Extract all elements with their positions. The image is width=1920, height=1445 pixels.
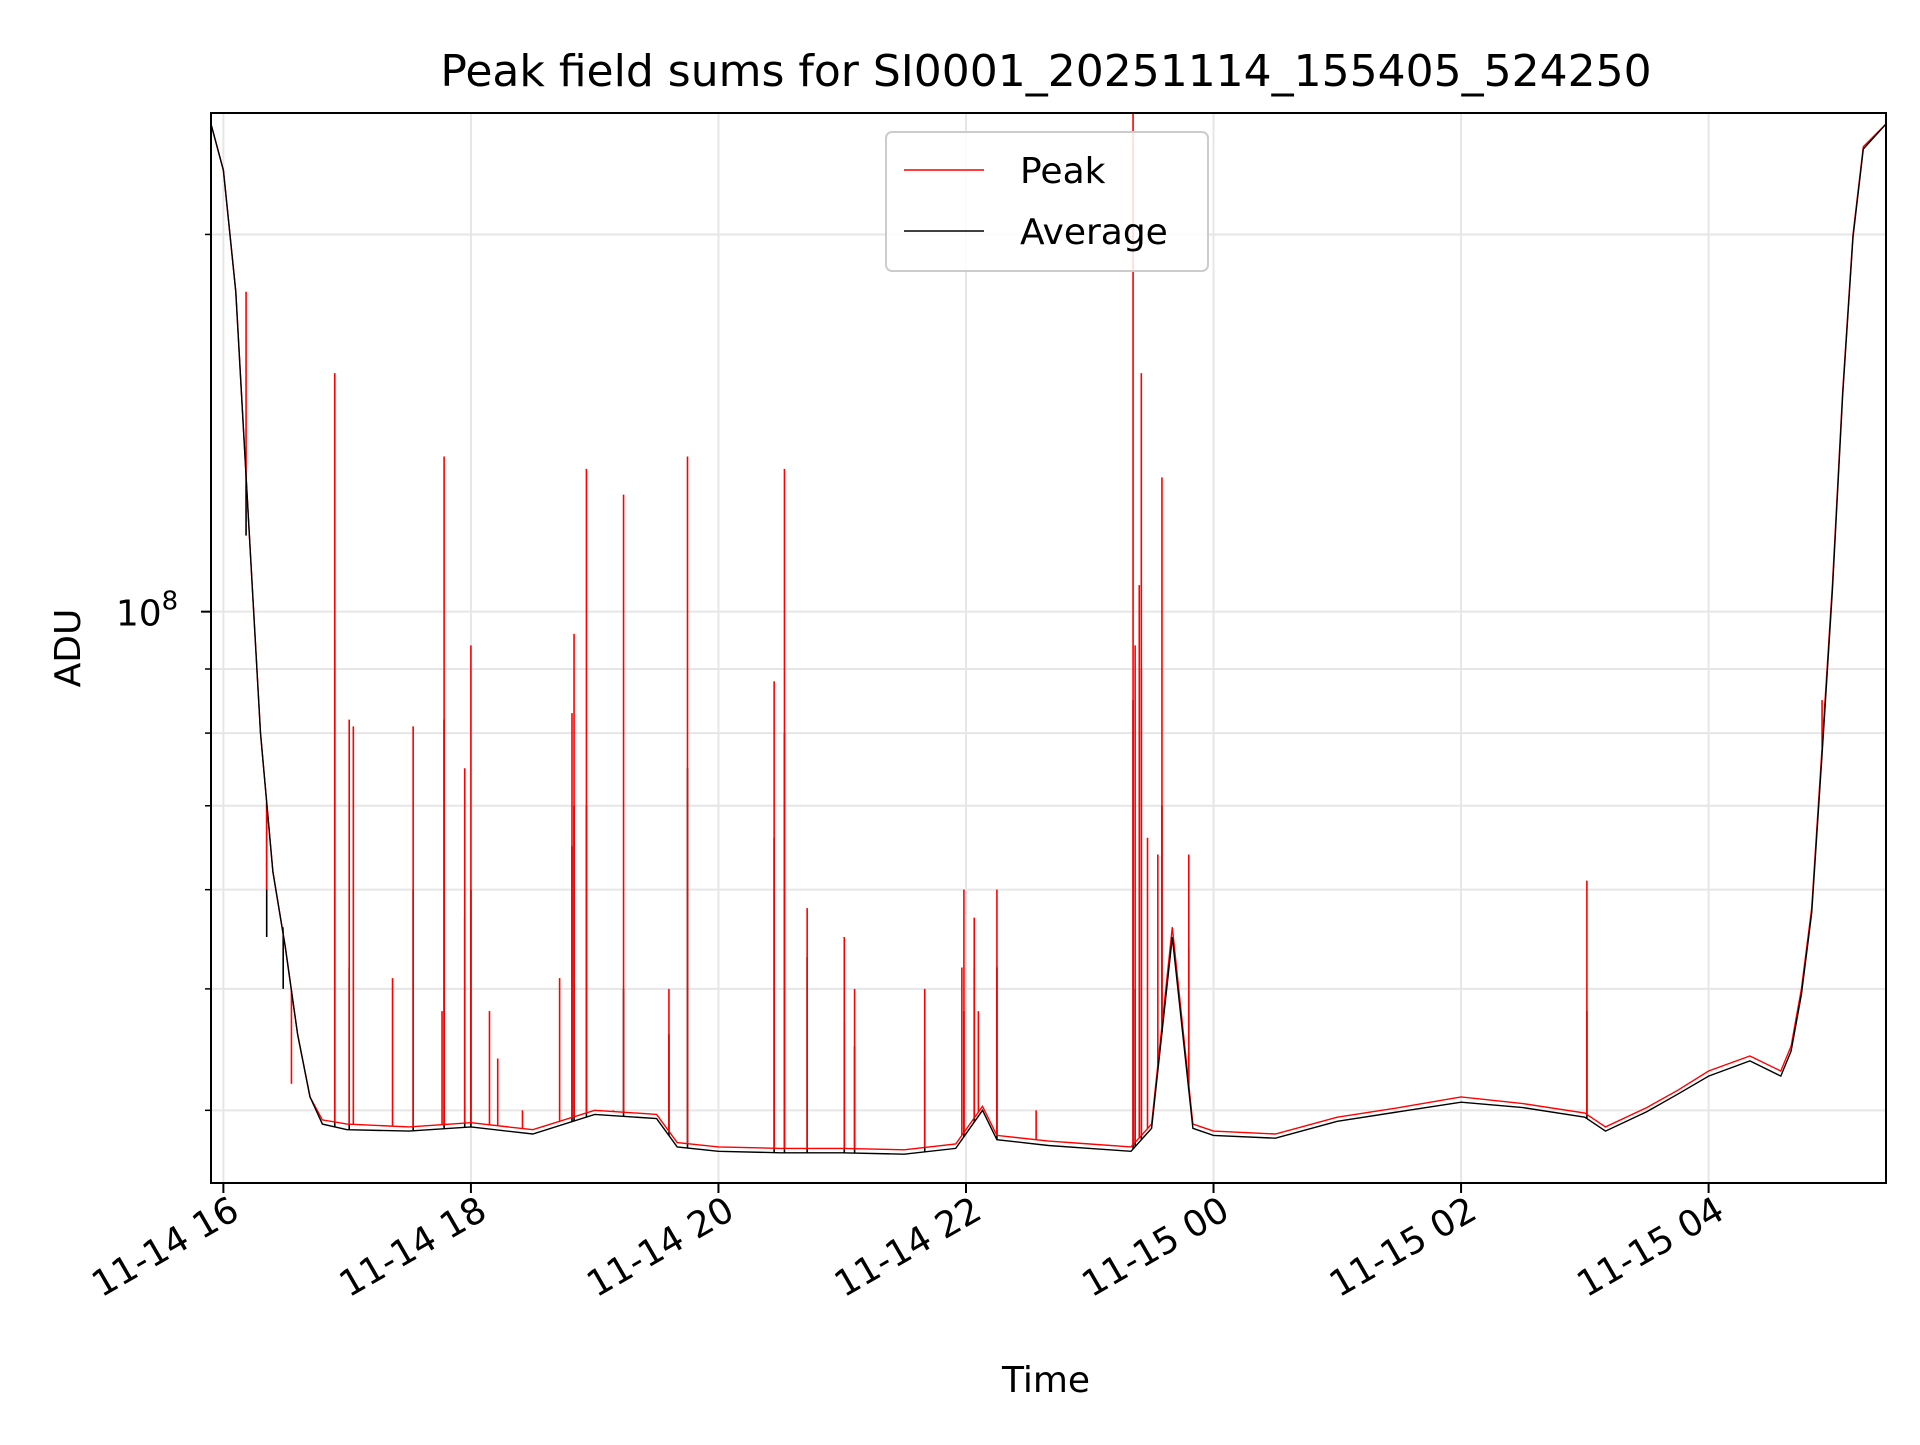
legend-box xyxy=(885,131,1209,272)
legend-label-peak: Peak xyxy=(1020,151,1106,192)
y-axis: 108 xyxy=(116,233,211,1112)
y-tick-label: 108 xyxy=(116,587,178,635)
legend: Peak Average xyxy=(885,131,1209,272)
chart-title: Peak field sums for SI0001_20251114_1554… xyxy=(440,46,1651,97)
plot-frame xyxy=(210,112,1887,1184)
legend-label-average: Average xyxy=(1020,212,1168,253)
y-tick-label-exponent: 8 xyxy=(162,587,179,617)
peak-spikes xyxy=(245,113,1823,1149)
y-tick-label-base: 10 xyxy=(116,594,162,635)
y-axis-label: ADU xyxy=(48,609,89,688)
x-axis-label: Time xyxy=(1001,1360,1090,1401)
series-line-peak xyxy=(210,123,1887,1151)
series-line-average xyxy=(210,123,1887,1155)
